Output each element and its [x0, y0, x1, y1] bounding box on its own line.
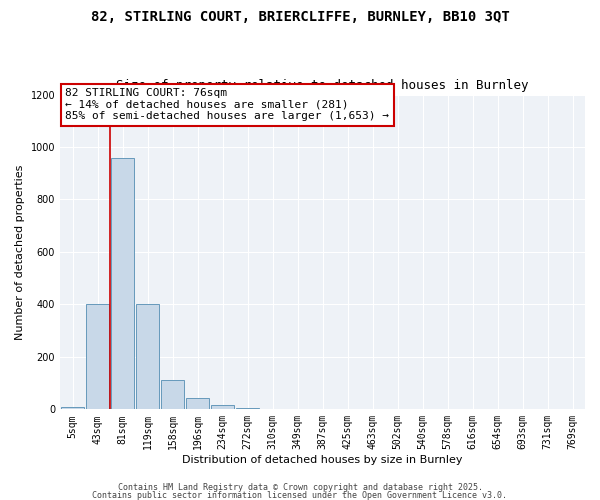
Bar: [261, 409, 284, 410]
Bar: [111, 158, 134, 410]
X-axis label: Distribution of detached houses by size in Burnley: Distribution of detached houses by size …: [182, 455, 463, 465]
Text: 82, STIRLING COURT, BRIERCLIFFE, BURNLEY, BB10 3QT: 82, STIRLING COURT, BRIERCLIFFE, BURNLEY…: [91, 10, 509, 24]
Bar: [161, 380, 184, 410]
Bar: [211, 406, 234, 409]
Bar: [186, 398, 209, 409]
Text: 82 STIRLING COURT: 76sqm
← 14% of detached houses are smaller (281)
85% of semi-: 82 STIRLING COURT: 76sqm ← 14% of detach…: [65, 88, 389, 122]
Bar: [86, 304, 109, 410]
Bar: [136, 304, 159, 410]
Text: Contains HM Land Registry data © Crown copyright and database right 2025.: Contains HM Land Registry data © Crown c…: [118, 484, 482, 492]
Y-axis label: Number of detached properties: Number of detached properties: [15, 164, 25, 340]
Bar: [311, 408, 334, 410]
Text: Contains public sector information licensed under the Open Government Licence v3: Contains public sector information licen…: [92, 490, 508, 500]
Bar: [236, 408, 259, 410]
Bar: [61, 406, 84, 410]
Title: Size of property relative to detached houses in Burnley: Size of property relative to detached ho…: [116, 79, 529, 92]
